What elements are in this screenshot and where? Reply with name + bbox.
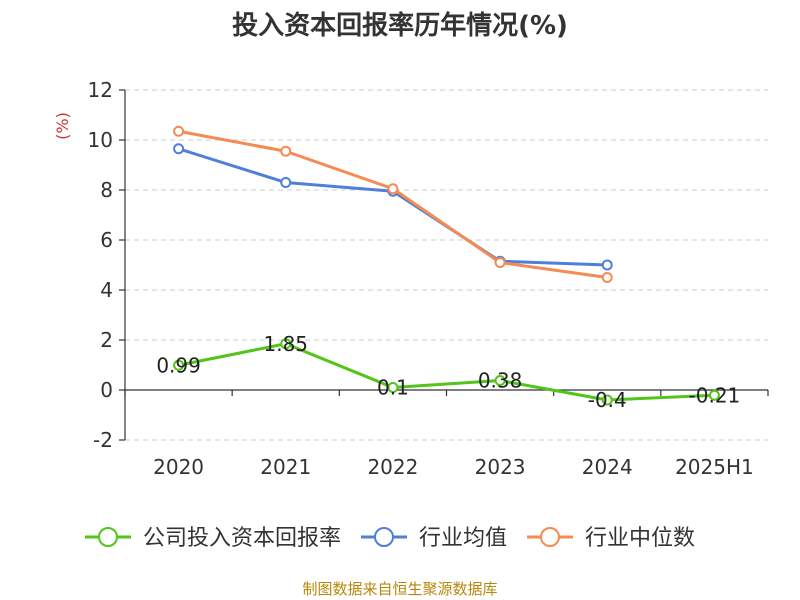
y-tick-label-0: 0: [100, 378, 113, 402]
series-0-point-2025H1: [708, 389, 720, 401]
data-label-2020: 0.99: [156, 353, 201, 377]
series-0-point-2024: [601, 394, 613, 406]
y-tick-label-6: 6: [100, 228, 113, 252]
data-label-2023: 0.38: [478, 369, 523, 393]
legend-marker-0: [98, 527, 118, 547]
y-tick-label-2: 2: [100, 328, 113, 352]
legend-item-1: 行业均值: [361, 526, 507, 551]
series-line-0: [177, 342, 716, 402]
data-labels: 0.99 1.85 0.1 0.38 -0.4 -0.21: [156, 332, 740, 412]
grid-lines: [125, 89, 768, 441]
series-1-point-2021: [280, 177, 292, 188]
legend-item-2: 行业中位数: [527, 526, 695, 551]
series-2-point-2020: [173, 125, 185, 137]
axes: -2 0 2 4 6 8 10 12 2020 2021 2022 2023 2024 2025H1: [88, 78, 769, 479]
series-1-point-2024: [601, 259, 613, 271]
y-tick-label-10: 10: [88, 128, 113, 152]
y-axis-unit: (%): [53, 112, 72, 140]
series-2-point-2024: [601, 272, 613, 283]
x-tick-label-2022: 2022: [367, 455, 418, 479]
legend-item-0: 公司投入资本回报率: [85, 526, 341, 551]
data-label-2022: 0.1: [377, 376, 409, 400]
x-tick-label-2020: 2020: [153, 455, 204, 479]
series-0-point-2022: [387, 382, 399, 393]
legend-label-1: 行业均值: [419, 526, 507, 551]
series-line-2: [177, 129, 609, 279]
legend-marker-2: [540, 527, 560, 547]
data-label-2025H1: -0.21: [689, 383, 741, 407]
y-tick-label-12: 12: [88, 78, 113, 102]
data-label-2024: -0.4: [588, 388, 627, 412]
y-tick-label-4: 4: [100, 278, 113, 302]
series-lines: [173, 125, 720, 406]
data-label-2021: 1.85: [263, 332, 308, 356]
series-2-point-2023: [494, 257, 506, 268]
series-0-point-2023: [494, 375, 506, 386]
x-tick-label-2021: 2021: [260, 455, 311, 479]
series-1-point-2020: [173, 143, 185, 155]
series-2-point-2022: [387, 183, 399, 195]
y-tick-label--2: -2: [93, 428, 113, 452]
legend-label-0: 公司投入资本回报率: [143, 526, 341, 551]
series-0-point-2020: [173, 359, 185, 371]
series-2-point-2021: [280, 145, 292, 157]
legend-label-2: 行业中位数: [585, 526, 695, 551]
series-0-point-2021: [280, 338, 292, 350]
chart-title: 投入资本回报率历年情况(%): [232, 10, 568, 41]
legend: 公司投入资本回报率 行业均值 行业中位数: [85, 526, 695, 551]
legend-marker-1: [374, 527, 394, 547]
y-tick-label-8: 8: [100, 178, 113, 202]
source-note: 制图数据来自恒生聚源数据库: [302, 580, 497, 598]
x-tick-label-2023: 2023: [475, 455, 526, 479]
x-tick-label-2025H1: 2025H1: [675, 455, 754, 479]
x-tick-label-2024: 2024: [582, 455, 633, 479]
series-line-1: [177, 147, 609, 267]
